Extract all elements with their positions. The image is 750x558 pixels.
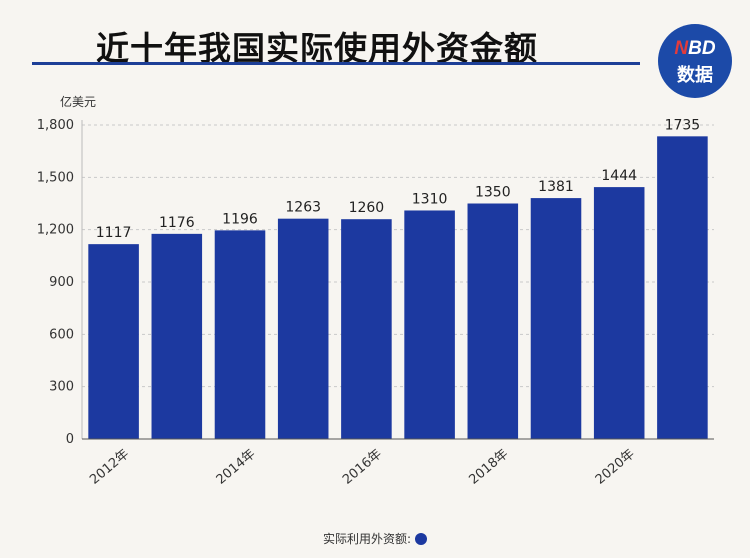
nbd-logo: NBD 数据	[658, 24, 732, 98]
y-tick-label: 1,800	[37, 118, 74, 133]
bar-value-label: 1381	[538, 179, 574, 195]
bar	[341, 219, 392, 439]
bar	[214, 230, 266, 439]
legend: 实际利用外资额:	[0, 530, 750, 547]
legend-swatch	[415, 533, 428, 545]
x-tick-label: 2012年	[87, 447, 132, 488]
x-tick-label: 2016年	[340, 447, 385, 488]
title-underline	[32, 62, 640, 65]
x-tick-label: 2018年	[466, 447, 511, 488]
bar	[151, 233, 203, 439]
y-axis-unit-label: 亿美元	[60, 94, 96, 109]
bar	[530, 198, 582, 439]
bar-value-label: 1735	[665, 117, 701, 133]
bar-value-label: 1196	[222, 211, 258, 227]
bar	[88, 244, 139, 439]
y-tick-label: 1,200	[37, 223, 74, 238]
y-tick-label: 900	[49, 275, 74, 290]
bar-value-label: 1444	[601, 168, 637, 184]
y-tick-label: 1,500	[37, 170, 74, 185]
bar	[277, 218, 329, 439]
bar	[404, 210, 455, 439]
y-tick-label: 0	[66, 432, 74, 447]
logo-text-nbd: NBD	[674, 38, 716, 59]
x-tick-label: 2020年	[593, 447, 638, 488]
bar-value-label: 1310	[412, 191, 448, 207]
logo-text-data: 数据	[677, 65, 713, 86]
y-tick-label: 300	[49, 380, 74, 395]
bar-value-label: 1176	[159, 215, 195, 231]
x-tick-label: 2014年	[214, 447, 259, 488]
legend-label: 实际利用外资额:	[322, 532, 412, 546]
bar-value-label: 1263	[285, 200, 321, 216]
y-tick-label: 600	[49, 327, 74, 342]
bar	[657, 136, 708, 440]
bar-value-label: 1350	[475, 185, 511, 201]
bar	[467, 203, 519, 439]
chart-title: 近十年我国实际使用外资金额	[96, 29, 538, 68]
bar	[593, 187, 645, 439]
bar-value-label: 1260	[349, 200, 385, 216]
bar-value-label: 1117	[96, 225, 132, 241]
